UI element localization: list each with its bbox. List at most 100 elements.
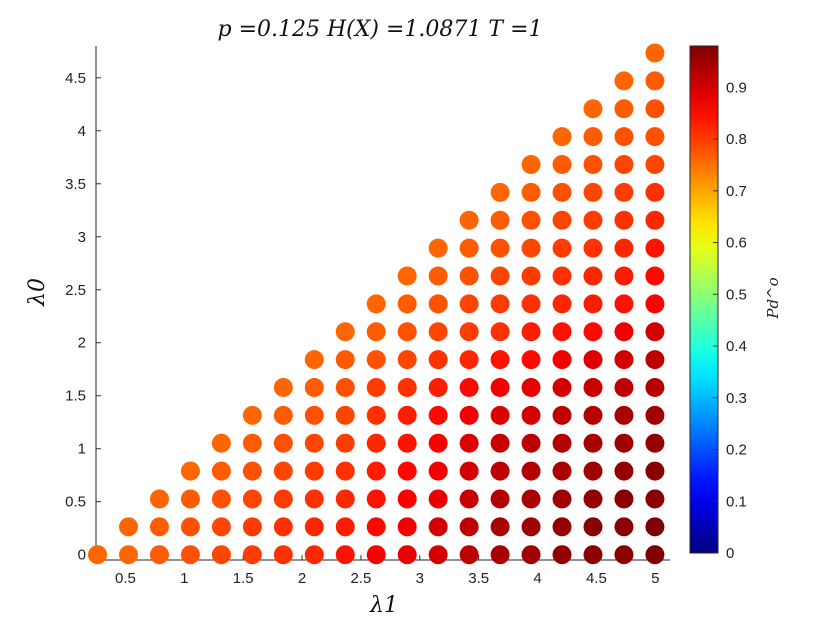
data-point [645,127,665,147]
data-point [645,99,665,119]
data-point [459,210,479,230]
data-point [180,489,200,509]
data-point [180,545,200,565]
data-point [119,545,138,565]
data-point [366,377,386,397]
data-point [335,350,355,370]
data-point [428,489,448,509]
data-point [645,545,665,565]
data-point [552,127,572,147]
data-point [583,266,603,286]
data-point [428,545,448,565]
data-point [552,238,572,258]
data-point [583,350,603,370]
data-points [88,43,665,565]
data-point [304,433,324,453]
data-point [614,350,634,370]
data-point [88,545,108,565]
data-point [490,517,510,537]
data-point [366,489,386,509]
data-point [304,489,324,509]
data-point [304,405,324,425]
data-point [645,433,665,453]
data-point [366,461,386,481]
data-point [552,433,572,453]
data-point [645,350,665,370]
data-point [552,461,572,481]
data-point [490,433,510,453]
data-point [397,377,417,397]
data-point [366,322,386,342]
x-tick-label: 4.5 [586,570,607,587]
data-point [583,405,603,425]
tick-labels: 0.5 1 1.5 2 2.5 3 3.5 4 4.5 5 0 0.5 1 1.5 2 2.5 3 3.5 4 4.5 [65,70,659,587]
data-point [614,461,634,481]
data-point [242,461,262,481]
data-point [552,545,572,565]
data-point [459,517,479,537]
colorbar-tick-label: 0.6 [726,235,747,252]
data-point [614,266,634,286]
data-point [459,377,479,397]
data-point [397,489,417,509]
data-point [521,433,541,453]
data-point [521,461,541,481]
data-point [490,489,510,509]
data-point [583,154,603,174]
data-point [211,489,231,509]
data-point [490,210,510,230]
y-tick-label: 4.5 [65,70,86,87]
data-point [304,545,324,565]
data-point [645,238,665,258]
data-point [211,461,231,481]
colorbar-tick-label: 0.8 [726,131,747,148]
colorbar-tick-label: 0 [726,545,734,562]
data-point [428,350,448,370]
data-point [614,294,634,314]
data-point [119,517,138,537]
data-point [645,71,665,91]
data-point [645,377,665,397]
data-point [490,377,510,397]
data-point [490,294,510,314]
y-tick-label: 2.5 [65,282,86,299]
data-point [242,545,262,565]
data-point [428,461,448,481]
data-point [273,489,293,509]
data-point [552,182,572,202]
data-point [428,433,448,453]
data-point [273,405,293,425]
data-point [397,461,417,481]
data-point [397,433,417,453]
data-point [211,545,231,565]
colorbar-tick-label: 0.4 [726,338,747,355]
data-point [180,517,200,537]
colorbar-tick-label: 0.1 [726,493,747,510]
data-point [397,350,417,370]
data-point [459,545,479,565]
data-point [552,405,572,425]
data-point [583,377,603,397]
data-point [211,433,231,453]
data-point [242,433,262,453]
y-tick-label: 4 [78,123,86,140]
data-point [335,517,355,537]
x-tick-label: 3.5 [468,570,489,587]
data-point [428,517,448,537]
data-point [614,182,634,202]
data-point [366,405,386,425]
colorbar-tick-label: 0.9 [726,79,747,96]
data-point [583,461,603,481]
data-point [521,182,541,202]
data-point [459,294,479,314]
data-point [614,99,634,119]
data-point [304,377,324,397]
data-point [521,154,541,174]
data-point [397,545,417,565]
data-point [149,489,169,509]
data-point [397,517,417,537]
data-point [583,517,603,537]
data-point [552,350,572,370]
data-point [521,517,541,537]
